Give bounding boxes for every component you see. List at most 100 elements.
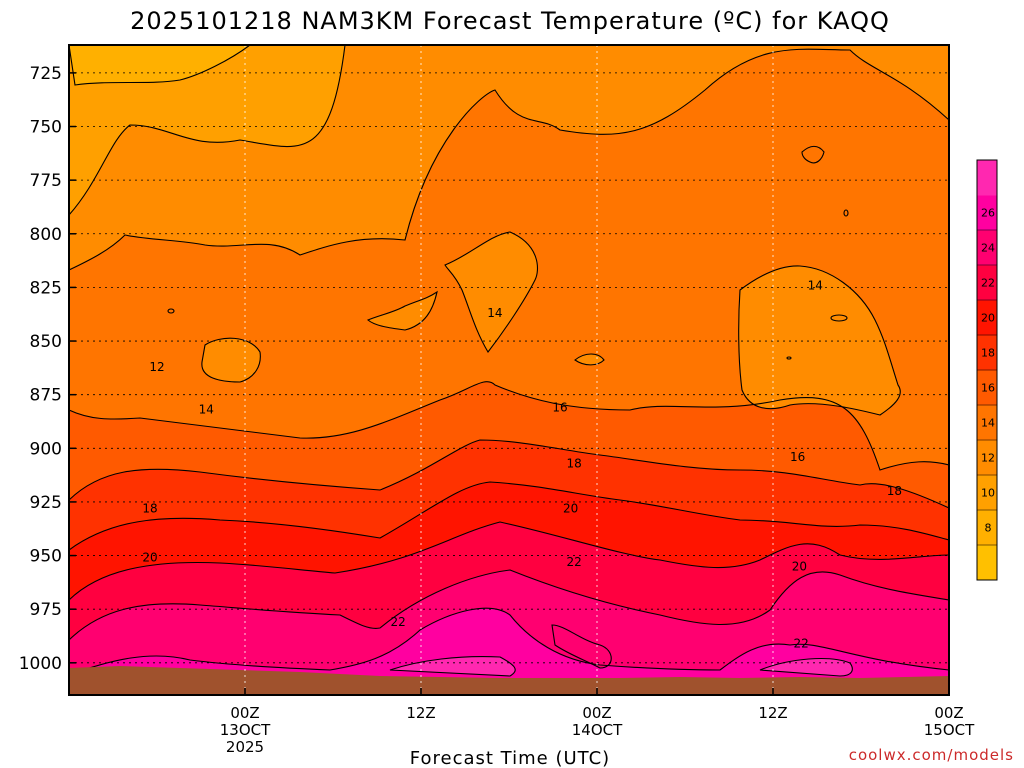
contour-line-1: [69, 45, 949, 216]
contour-label: 18: [566, 456, 581, 470]
y-tick-label: 800: [30, 225, 62, 245]
contour-label: 14: [487, 306, 502, 320]
contour-closed-5: [738, 265, 901, 416]
colorbar-label: 16: [981, 382, 995, 395]
contour-tiny-3: [830, 314, 848, 322]
contour-line-8: [69, 607, 949, 676]
x-tick-label: 00Z: [934, 704, 963, 722]
contour-closed-6: [574, 353, 605, 366]
pocket-14-840: [738, 265, 901, 415]
credit-link[interactable]: coolwx.com/models: [849, 746, 1014, 764]
y-tick-label: 925: [30, 493, 62, 513]
pocket-850-small: [575, 354, 604, 365]
contour-line-2: [69, 48, 949, 271]
x-tick-label: 13OCT: [220, 721, 271, 739]
contour-label: 20: [142, 551, 157, 565]
grid-lines: [69, 45, 949, 695]
contour-label: 14: [199, 403, 214, 417]
colorbar-label: 14: [981, 417, 995, 430]
y-tick-label: 975: [30, 600, 62, 620]
x-tick-label: 12Z: [406, 704, 435, 722]
colorbar-swatch: [977, 545, 997, 581]
contour-label: 16: [552, 401, 567, 415]
chart-title: 2025101218 NAM3KM Forecast Temperature (…: [130, 7, 890, 35]
pocket-14-825: [445, 232, 538, 352]
contour-label: 18: [142, 501, 157, 515]
x-axis-title: Forecast Time (UTC): [410, 748, 610, 768]
colorbar-swatch: [977, 440, 997, 476]
contour-label: 20: [563, 501, 578, 515]
colorbar-swatch: [977, 265, 997, 301]
y-tick-label: 725: [30, 64, 62, 84]
contour-closed-2: [201, 337, 261, 383]
pocket-14-825b: [368, 292, 437, 330]
contour-closed-1: [69, 45, 251, 86]
pocket-12-850: [201, 338, 261, 382]
x-tick-label: 15OCT: [924, 721, 975, 739]
contour-closed-10: [801, 145, 825, 164]
y-tick-label: 900: [30, 439, 62, 459]
contour-label: 18: [887, 484, 902, 498]
contour-label: 22: [566, 555, 581, 569]
x-tick-label: 12Z: [758, 704, 787, 722]
x-tick-label: 00Z: [230, 704, 259, 722]
colorbar-label: 10: [981, 487, 995, 500]
colorbar-label: 18: [981, 347, 995, 360]
colorbar-label: 20: [981, 312, 995, 325]
y-tick-label: 1000: [19, 654, 62, 674]
colorbar-swatch: [977, 195, 997, 231]
colorbar-legend: 8 10 12 14 16 18 20 22 24 26: [976, 159, 998, 581]
pocket-22-top: [802, 146, 824, 163]
colorbar-swatch: [977, 475, 997, 511]
contour-line-4: [69, 439, 949, 509]
colorbar-label: 12: [981, 452, 995, 465]
contour-line-3: [69, 381, 949, 471]
contour-closed-3: [444, 231, 538, 353]
contour-line-6: [69, 521, 949, 601]
colorbar-swatch: [977, 510, 997, 546]
pocket-26-1: [552, 625, 612, 668]
terrain-fill: [69, 666, 949, 695]
colorbar-swatch: [977, 300, 997, 336]
colorbar-label: 24: [981, 242, 995, 255]
contour-tiny-2: [843, 209, 849, 217]
contour-closed-4: [366, 290, 438, 331]
contour-line-7: [69, 569, 949, 641]
contour-label: 20: [792, 559, 807, 573]
y-tick-label: 950: [30, 547, 62, 567]
contour-closed-8: [389, 656, 516, 677]
contour-line-5: [69, 481, 949, 551]
colorbar-swatch: [977, 160, 997, 196]
x-tick-label: 14OCT: [572, 721, 623, 739]
y-tick-label: 875: [30, 386, 62, 406]
colorbar-swatch: [977, 335, 997, 371]
colorbar-label: 22: [981, 277, 995, 290]
contour-label: 22: [390, 615, 405, 629]
contour-label: 12: [149, 360, 164, 374]
colorbar-label: 26: [981, 207, 995, 220]
y-tick-label: 850: [30, 332, 62, 352]
contour-closed-7: [551, 624, 612, 669]
y-tick-label: 825: [30, 278, 62, 298]
temperature-bands: [69, 45, 949, 695]
contour-label: 14: [808, 278, 823, 292]
colorbar-swatch: [977, 405, 997, 441]
x-tick-label: 00Z: [582, 704, 611, 722]
y-tick-label: 775: [30, 171, 62, 191]
contour-tiny-1: [167, 308, 175, 314]
colorbar-swatch: [977, 370, 997, 406]
plot-frame: [68, 44, 950, 696]
colorbar-label: 8: [985, 522, 992, 535]
contour-tiny-4: [786, 356, 792, 360]
terrain-below-ground: [69, 666, 949, 695]
pocket-12-topleft: [69, 45, 250, 85]
x-tick-label: 2025: [226, 738, 264, 756]
colorbar-swatch: [977, 230, 997, 266]
contour-label: 22: [794, 637, 809, 651]
contour-label: 16: [790, 450, 805, 464]
y-tick-label: 750: [30, 118, 62, 138]
contour-lines: [69, 45, 949, 677]
y-axis: 725 750 775 800 825 850 875 900 925 950 975 1000: [19, 64, 76, 674]
